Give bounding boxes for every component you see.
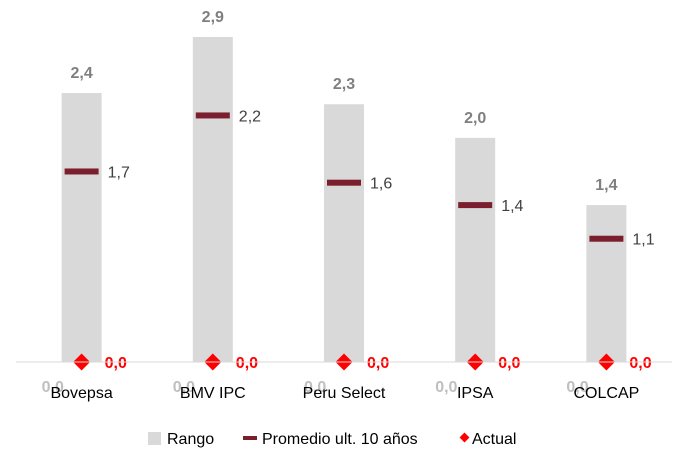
legend-label-rango: Rango: [167, 431, 214, 448]
average-value-label: 1,6: [370, 176, 392, 193]
max-value-label: 2,0: [464, 110, 486, 127]
range-bar: [324, 104, 364, 362]
actual-value-label: 0,0: [498, 355, 520, 372]
max-value-label: 2,3: [333, 76, 355, 93]
actual-value-label: 0,0: [236, 355, 258, 372]
category-label: Peru Select: [303, 385, 386, 402]
average-value-label: 1,1: [632, 232, 654, 249]
legend-swatch-promedio: [243, 436, 257, 440]
average-value-label: 2,2: [239, 108, 261, 125]
category-label: IPSA: [457, 385, 494, 402]
legend-swatch-rango: [148, 432, 161, 445]
range-bar: [455, 138, 495, 362]
max-value-label: 1,4: [595, 177, 617, 194]
average-value-label: 1,7: [108, 164, 130, 181]
min-value-label: 0,0: [435, 379, 457, 396]
actual-value-label: 0,0: [367, 355, 389, 372]
legend-label-promedio: Promedio ult. 10 años: [262, 431, 418, 448]
actual-value-label: 0,0: [629, 355, 651, 372]
legend-swatch-actual: [460, 433, 470, 443]
average-marker: [589, 236, 623, 242]
max-value-label: 2,4: [70, 65, 92, 82]
actual-value-label: 0,0: [105, 355, 127, 372]
category-label: BMV IPC: [180, 385, 246, 402]
legend-label-actual: Actual: [472, 431, 516, 448]
legend: Rango Promedio ult. 10 años Actual: [148, 431, 516, 448]
average-marker: [196, 112, 230, 118]
plot-area: 2,4 0,0 Bovepsa 1,7 0,0 2,9 0,0 BMV IPC 2,2 0,0 2,…: [42, 9, 655, 402]
range-bar: [193, 37, 233, 362]
range-bar: [62, 93, 102, 362]
category-label: Bovepsa: [50, 385, 112, 402]
max-value-label: 2,9: [202, 9, 224, 26]
average-marker: [458, 202, 492, 208]
category-label: COLCAP: [574, 385, 640, 402]
average-marker: [327, 180, 361, 186]
average-marker: [65, 168, 99, 174]
average-value-label: 1,4: [501, 198, 523, 215]
range-bar: [586, 205, 626, 362]
